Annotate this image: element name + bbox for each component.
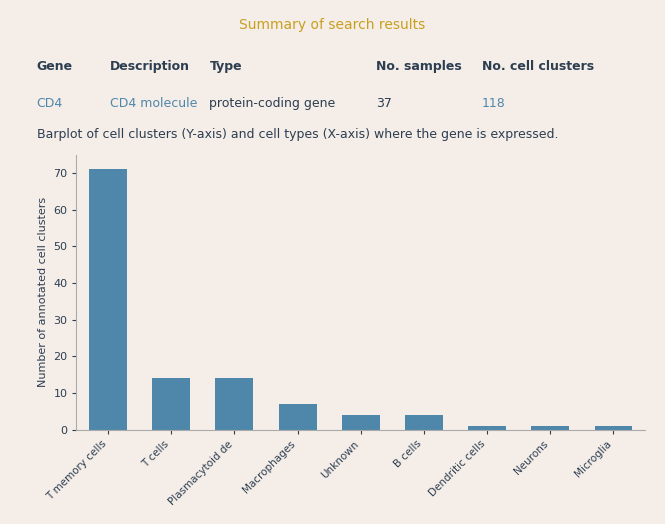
- Bar: [279, 404, 317, 430]
- Bar: [531, 426, 569, 430]
- Bar: [595, 426, 632, 430]
- Text: Type: Type: [209, 60, 242, 73]
- Text: CD4: CD4: [37, 97, 63, 110]
- Text: 37: 37: [376, 97, 392, 110]
- Bar: [89, 169, 127, 430]
- Text: No. samples: No. samples: [376, 60, 462, 73]
- Bar: [405, 415, 443, 430]
- Text: Barplot of cell clusters (Y-axis) and cell types (X-axis) where the gene is expr: Barplot of cell clusters (Y-axis) and ce…: [37, 128, 558, 141]
- Text: Gene: Gene: [37, 60, 72, 73]
- Text: CD4 molecule: CD4 molecule: [110, 97, 197, 110]
- Text: No. cell clusters: No. cell clusters: [482, 60, 595, 73]
- Y-axis label: Number of annotated cell clusters: Number of annotated cell clusters: [38, 197, 48, 387]
- Text: Description: Description: [110, 60, 190, 73]
- Bar: [342, 415, 380, 430]
- Bar: [468, 426, 506, 430]
- Bar: [152, 378, 190, 430]
- Bar: [215, 378, 253, 430]
- Text: protein-coding gene: protein-coding gene: [209, 97, 336, 110]
- Text: Summary of search results: Summary of search results: [239, 18, 426, 32]
- Text: 118: 118: [482, 97, 506, 110]
